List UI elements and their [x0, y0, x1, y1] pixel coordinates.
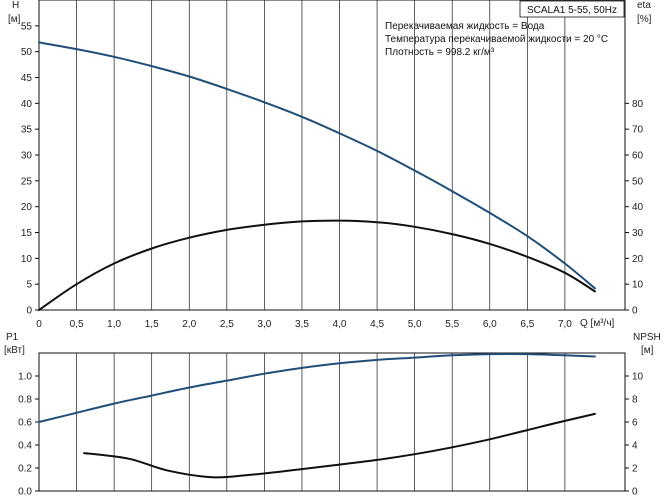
y-left-tick-label-top: 15	[21, 228, 33, 239]
x-tick-label: 0,5	[70, 319, 84, 330]
npsh-curve-line	[83, 412, 596, 479]
y-left-tick-label-bottom: 0.6	[18, 418, 32, 429]
y-right-tick-label-bottom: 6	[632, 418, 638, 429]
y-left-tick-label-top: 55	[21, 21, 33, 32]
y-right-tick-label-top: 70	[632, 125, 644, 136]
top-plot-frame	[38, 0, 626, 311]
title-box	[519, 0, 625, 18]
y-right-unit-top: [%]	[637, 14, 652, 25]
y-right-tick-label-top: 60	[632, 151, 644, 162]
curves	[38, 41, 596, 479]
y-right-tick-label-top: 50	[632, 176, 644, 187]
power-curve-line	[38, 353, 596, 423]
y-left-tick-label-top: 25	[21, 176, 33, 187]
bottom-vertical-grid	[76, 353, 566, 491]
y-right-tick-label-bottom: 4	[632, 441, 638, 452]
tick-labels: 0 0,5 1,0 1,5 2,0 2,5 3,0 3,5 4,0 4,5 5,0 5,5 6,0 6,5…	[18, 21, 643, 497]
y-right-tick-label-bottom: 2	[632, 464, 638, 475]
x-tick-label: 4,0	[333, 319, 347, 330]
y-left-unit-bottom: [кВт]	[4, 345, 25, 356]
y-right-label-top: eta	[637, 0, 651, 11]
chart-title: SCALA1 5-55, 50Hz	[527, 5, 617, 16]
y-left-label-top: H	[12, 0, 19, 11]
x-tick-label: 2,5	[220, 319, 234, 330]
y-right-label-bottom: NPSH	[633, 332, 661, 343]
y-left-tick-label-top: 5	[26, 280, 32, 291]
y-right-tick-label-top: 40	[632, 202, 644, 213]
head-curve-line	[38, 41, 596, 290]
y-right-tick-label-top: 0	[632, 306, 638, 317]
y-left-tick-label-top: 35	[21, 125, 33, 136]
y-left-tick-label-top: 30	[21, 151, 33, 162]
y-left-tick-label-bottom: 0.4	[18, 441, 32, 452]
y-left-tick-label-top: 0	[26, 306, 32, 317]
x-tick-label: 4,5	[370, 319, 384, 330]
y-right-tick-label-top: 30	[632, 228, 644, 239]
x-tick-label: 5,5	[445, 319, 459, 330]
top-vertical-grid	[76, 0, 566, 310]
x-tick-label: 2,0	[182, 319, 196, 330]
y-right-tick-label-top: 20	[632, 254, 644, 265]
condition-liquid: Перекачиваемая жидкость = Вода	[385, 21, 545, 32]
condition-density: Плотность = 998.2 кг/м³	[385, 47, 495, 58]
x-tick-label: 6,0	[483, 319, 497, 330]
x-tick-label: 1,5	[145, 319, 159, 330]
y-right-tick-label-bottom: 0	[632, 487, 638, 497]
y-right-tick-label-top: 80	[632, 99, 644, 110]
y-left-tick-label-bottom: 1.0	[18, 372, 32, 383]
y-left-unit-top: [м]	[8, 14, 21, 25]
x-tick-label: 7,0	[558, 319, 572, 330]
x-tick-label: 3,0	[257, 319, 271, 330]
x-tick-label: 6,5	[520, 319, 534, 330]
x-axis-label: Q [м³/ч]	[580, 318, 615, 329]
bottom-plot-frame	[38, 352, 626, 492]
condition-temperature: Температура перекачиваемой жидкости = 20…	[385, 34, 608, 45]
y-left-tick-label-bottom: 0.0	[18, 487, 32, 497]
y-left-tick-label-top: 20	[21, 202, 33, 213]
y-left-label-bottom: P1	[6, 332, 19, 343]
y-right-tick-label-bottom: 8	[632, 395, 638, 406]
y-left-tick-label-top: 10	[21, 254, 33, 265]
y-left-tick-label-top: 40	[21, 99, 33, 110]
y-right-tick-label-bottom: 10	[632, 372, 644, 383]
x-tick-label: 5,0	[408, 319, 422, 330]
y-left-tick-label-top: 50	[21, 47, 33, 58]
x-tick-label: 3,5	[295, 319, 309, 330]
y-left-tick-label-top: 45	[21, 73, 33, 84]
y-left-tick-label-bottom: 0.8	[18, 395, 32, 406]
x-tick-label: 0	[36, 319, 42, 330]
x-tick-label: 1,0	[107, 319, 121, 330]
y-right-unit-bottom: [м]	[641, 345, 654, 356]
efficiency-curve-line	[38, 219, 596, 311]
y-right-tick-label-top: 10	[632, 280, 644, 291]
y-left-tick-label-bottom: 0.2	[18, 464, 32, 475]
